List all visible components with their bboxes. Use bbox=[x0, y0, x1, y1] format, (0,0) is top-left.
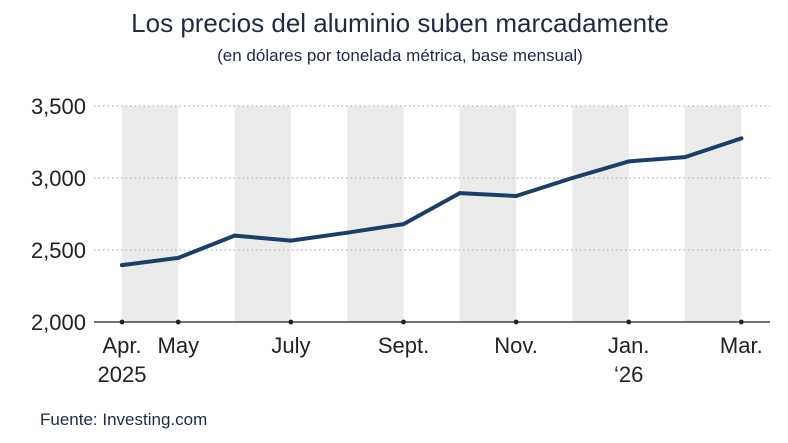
gridlines bbox=[94, 105, 770, 323]
x-tick-label: Nov. bbox=[494, 333, 538, 358]
shaded-band-0 bbox=[122, 106, 179, 322]
x-tick-label: Apr. bbox=[102, 333, 141, 358]
x-tick-label: July bbox=[271, 333, 310, 358]
x-tick-label: Mar. bbox=[720, 333, 763, 358]
chart-subtitle: (en dólares por tonelada métrica, base m… bbox=[217, 46, 583, 65]
x-axis: Apr. 2025 May July Sept. Nov. Jan. ‘26 Mar. bbox=[98, 319, 763, 387]
y-tick-label: 3,500 bbox=[31, 94, 86, 119]
data-point bbox=[120, 263, 124, 268]
data-point bbox=[232, 233, 237, 238]
x-tick-mark bbox=[288, 319, 294, 325]
data-point bbox=[288, 238, 293, 243]
shaded-band-4 bbox=[347, 106, 404, 322]
y-tick-label: 2,000 bbox=[31, 310, 86, 335]
series-group bbox=[120, 136, 744, 268]
chart-title: Los precios del aluminio suben marcadame… bbox=[131, 8, 669, 38]
x-tick-mark bbox=[401, 319, 406, 325]
data-point bbox=[683, 155, 687, 160]
series-line-0 bbox=[120, 136, 744, 268]
data-point bbox=[626, 159, 631, 164]
data-point bbox=[457, 191, 462, 196]
x-tick-mark bbox=[513, 319, 519, 325]
data-point bbox=[176, 255, 181, 260]
x-tick-label: Jan. bbox=[608, 333, 650, 358]
x-tick-mark bbox=[626, 319, 632, 325]
data-point bbox=[514, 194, 519, 198]
shaded-band-8 bbox=[572, 106, 629, 322]
shaded-band-6 bbox=[459, 106, 517, 322]
source-note: Fuente: Investing.com bbox=[40, 410, 208, 429]
shaded-bands bbox=[122, 106, 742, 322]
y-tick-label: 2,500 bbox=[31, 238, 86, 263]
data-point bbox=[739, 136, 744, 141]
x-tick-label: ‘26 bbox=[614, 362, 643, 387]
x-tick-mark bbox=[119, 319, 125, 325]
y-axis-labels: 2,000 2,500 3,000 3,500 bbox=[31, 94, 86, 335]
data-point bbox=[570, 176, 575, 180]
x-tick-label: Sept. bbox=[378, 333, 429, 358]
x-tick-mark bbox=[738, 319, 744, 325]
shaded-band-10 bbox=[685, 106, 742, 322]
data-point bbox=[401, 222, 406, 227]
x-tick-mark bbox=[175, 319, 181, 325]
shaded-band-2 bbox=[234, 106, 291, 322]
data-point bbox=[345, 230, 350, 235]
x-tick-label: 2025 bbox=[98, 362, 147, 387]
x-tick-label: May bbox=[158, 333, 200, 358]
y-tick-label: 3,000 bbox=[31, 166, 86, 191]
